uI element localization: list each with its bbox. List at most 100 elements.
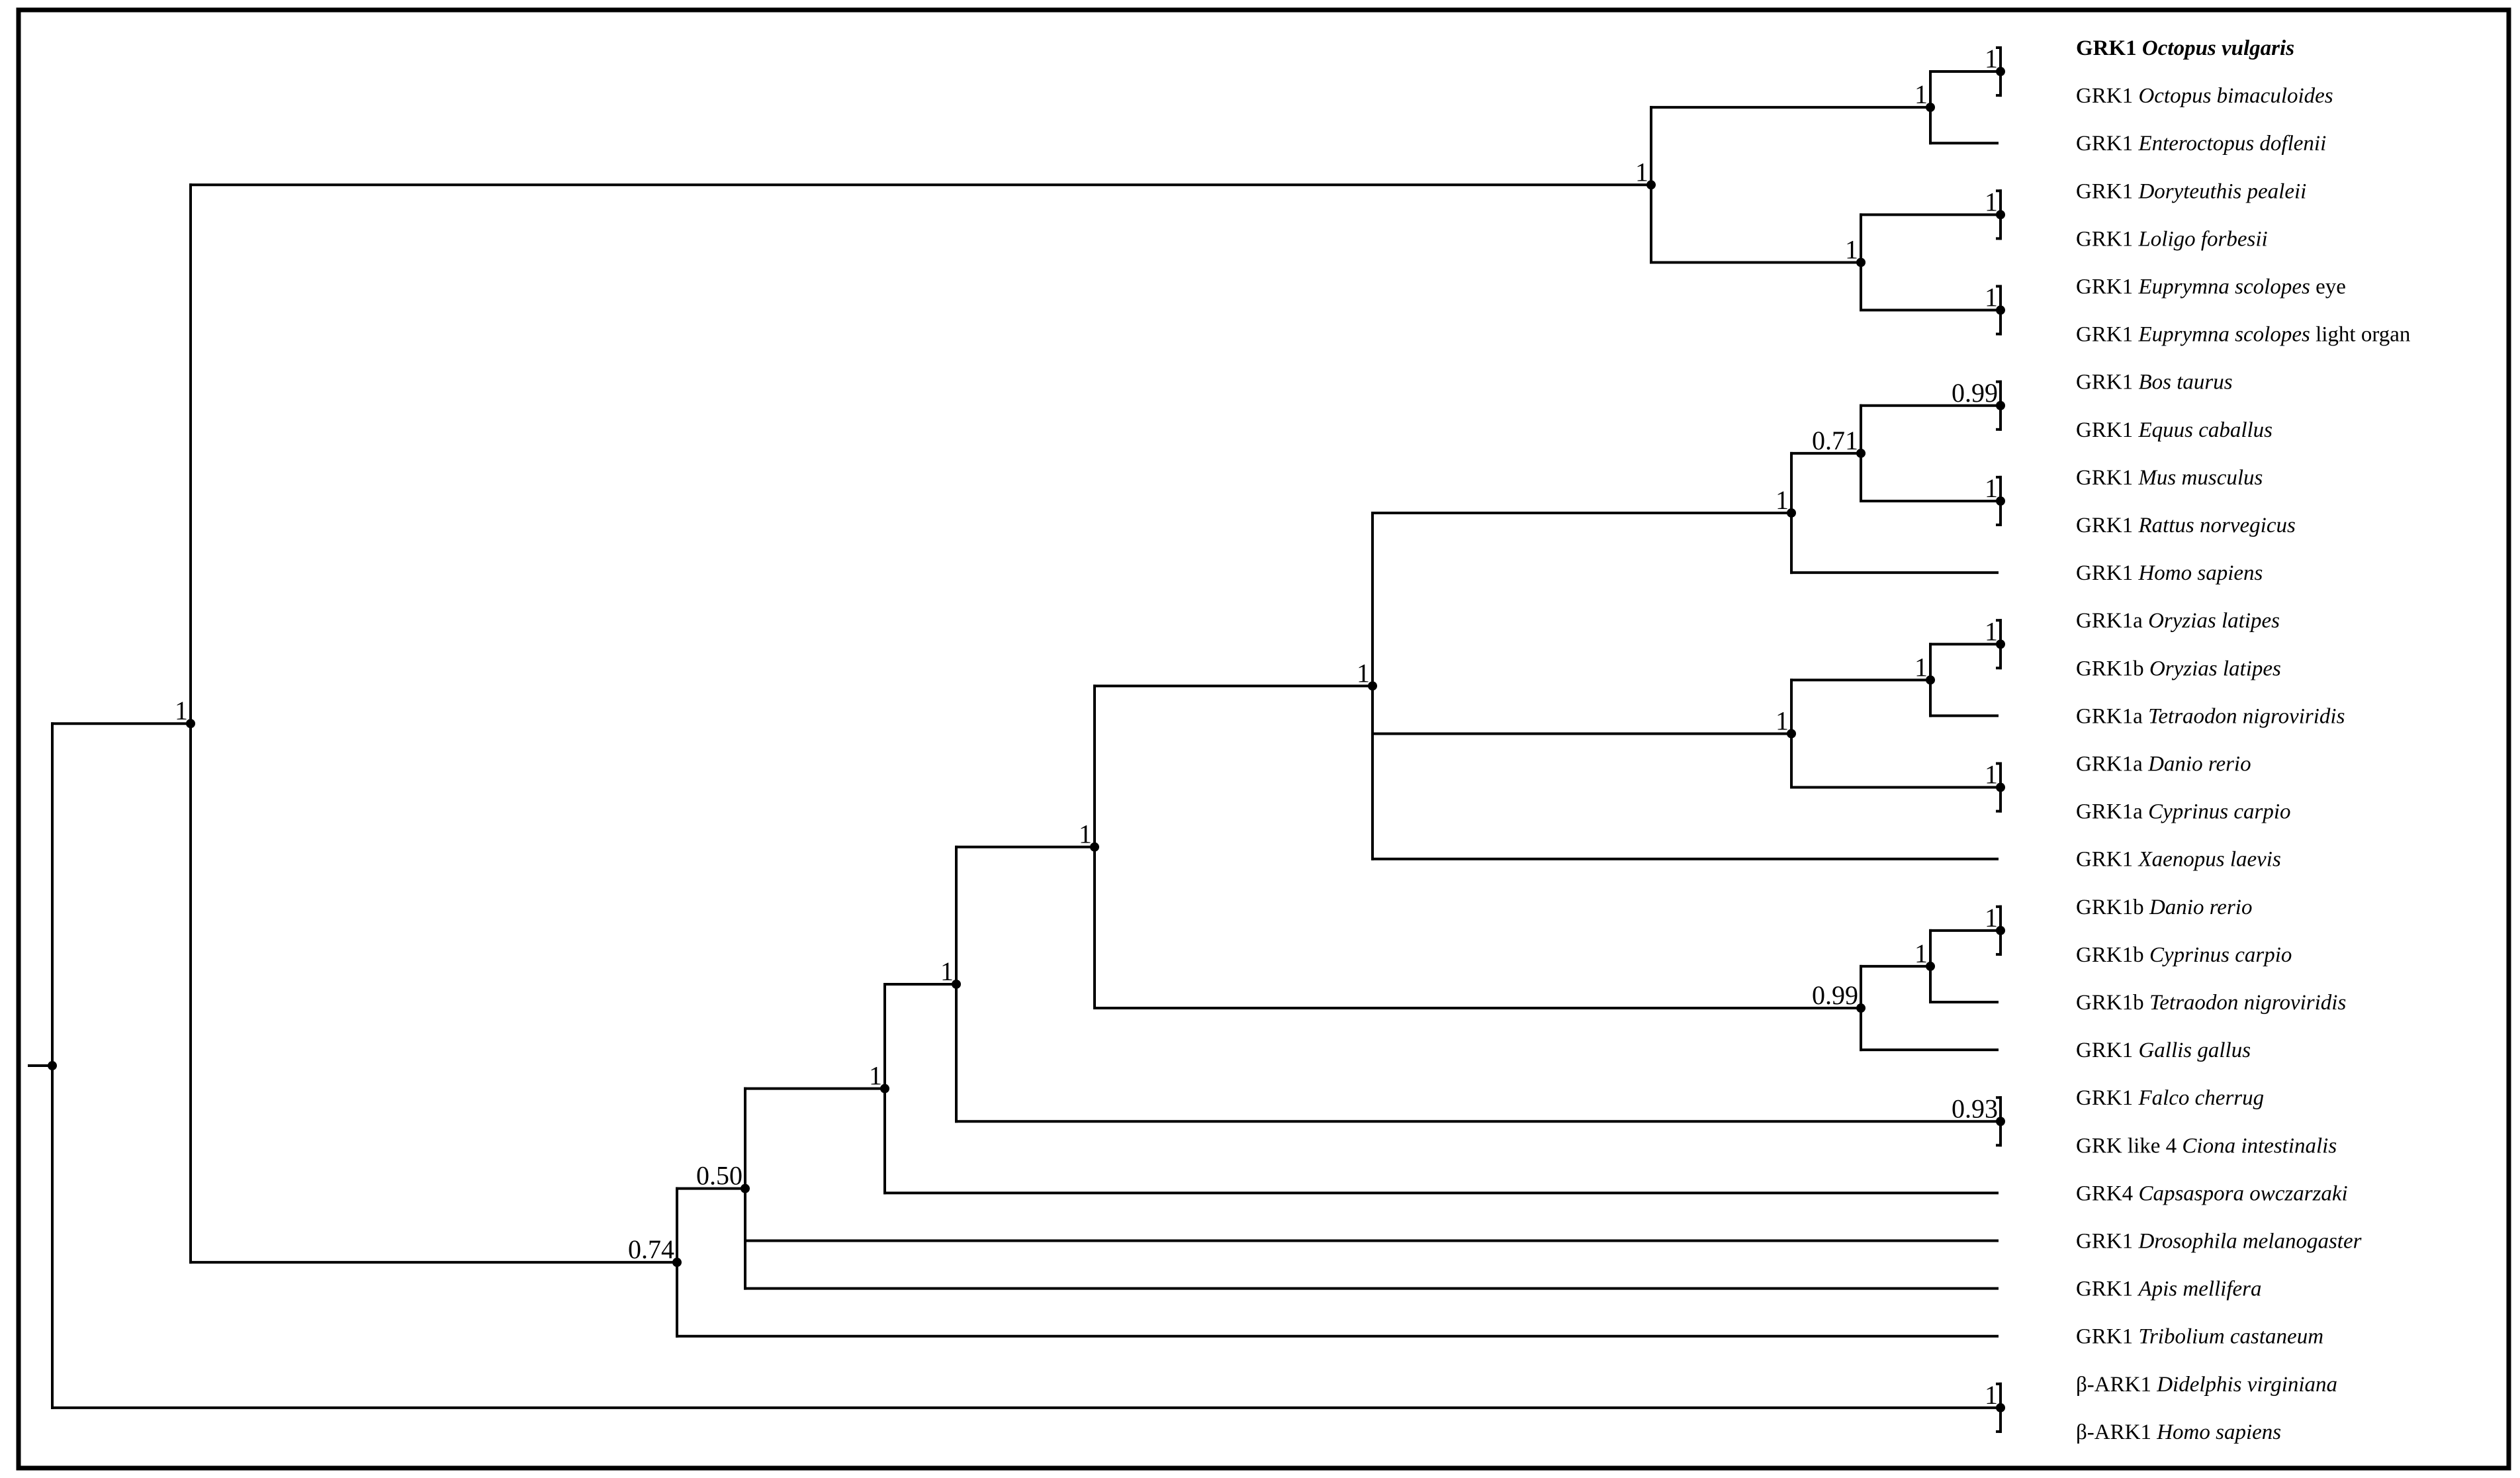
- leaf-gene-name: GRK1: [2076, 848, 2138, 872]
- leaf-gene-name: GRK1b: [2076, 896, 2149, 919]
- leaf-label: GRK1 Octopus bimaculoides: [2076, 84, 2333, 108]
- support-value-vert: 1: [1079, 819, 1092, 849]
- leaf-gene-name: GRK1: [2076, 371, 2138, 394]
- leaf-species-name: Rattus norvegicus: [2138, 514, 2295, 537]
- node-dot-vertx: [952, 979, 961, 989]
- leaf-label: GRK1b Oryzias latipes: [2076, 657, 2281, 680]
- support-value-vertx: 1: [940, 956, 954, 986]
- leaf-species-name: Loligo forbesii: [2138, 227, 2267, 251]
- leaf-species-name: Gallis gallus: [2138, 1039, 2251, 1062]
- leaf-label: GRK1b Cyprinus carpio: [2076, 943, 2292, 967]
- leaf-gene-name: GRK4: [2076, 1181, 2138, 1205]
- leaf-species-name: Equus caballus: [2138, 418, 2272, 442]
- leaf-gene-name: GRK1: [2076, 227, 2138, 251]
- leaf-gene-name: GRK1a: [2076, 609, 2148, 633]
- leaf-gene-name: GRK1: [2076, 323, 2138, 347]
- leaf-gene-name: GRK1: [2076, 1277, 2138, 1301]
- leaf-label: GRK1a Oryzias latipes: [2076, 609, 2280, 633]
- node-dot-main: [186, 719, 195, 729]
- leaf-gene-name: GRK1b: [2076, 991, 2149, 1015]
- node-dot-fishb: [1926, 961, 1935, 971]
- leaf-label: GRK1 Bos taurus: [2076, 371, 2233, 394]
- support-value-main: 1: [175, 696, 188, 725]
- leaf-species-name: Euprymna scolopes: [2138, 275, 2310, 299]
- node-dot-decap: [1856, 257, 1866, 267]
- leaf-species-name: Tetraodon nigroviridis: [2149, 991, 2346, 1015]
- leaf-label: GRK1 Xaenopus laevis: [2076, 848, 2281, 872]
- leaf-label: GRK1 Doryteuthis pealeii: [2076, 179, 2306, 203]
- support-value-fishb: 1: [1914, 939, 1928, 968]
- leaf-label: GRK1a Tetraodon nigroviridis: [2076, 704, 2345, 728]
- node-dot-trib: [672, 1258, 682, 1268]
- support-value-tetra: 1: [1357, 658, 1370, 688]
- leaf-gene-name: GRK1: [2076, 275, 2138, 299]
- leaf-species-name: Oryzias latipes: [2149, 657, 2281, 680]
- leaf-species-name: Xaenopus laevis: [2137, 848, 2280, 872]
- leaf-gene-name: GRK1b: [2076, 657, 2149, 680]
- leaf-label: GRK1 Drosophila melanogaster: [2076, 1230, 2362, 1254]
- leaf-gene-name: GRK1: [2076, 418, 2138, 442]
- leaf-species-name: Cyprinus carpio: [2148, 800, 2290, 824]
- leaf-gene-name: GRK1a: [2076, 753, 2148, 776]
- support-value-fisha: 1: [1776, 706, 1789, 735]
- node-dot-tetra: [1368, 681, 1377, 691]
- leaf-species-name: Homo sapiens: [2138, 561, 2263, 585]
- leaf-species-name: Drosophila melanogaster: [2138, 1230, 2361, 1254]
- node-dot-eupry: [1996, 305, 2005, 315]
- leaf-label: GRK like 4 Ciona intestinalis: [2076, 1134, 2337, 1158]
- leaf-gene-name: GRK1a: [2076, 704, 2148, 728]
- node-dot-falcio: [1996, 1117, 2005, 1127]
- leaf-species-name: Mus musculus: [2138, 466, 2263, 490]
- support-value-bosequ: 0.99: [1952, 378, 1998, 408]
- leaf-label: GRK4 Capsaspora owczarzaki: [2076, 1181, 2348, 1205]
- leaf-label: β-ARK1 Didelphis virginiana: [2076, 1373, 2337, 1397]
- node-dot-cepha: [1646, 180, 1656, 190]
- leaf-gene-name: GRK1: [2076, 514, 2138, 537]
- support-value-oryz: 1: [1985, 616, 1998, 646]
- support-value-eupry: 1: [1985, 283, 1998, 312]
- leaf-gene-name: GRK1: [2076, 132, 2138, 156]
- node-dot-fisha: [1787, 729, 1796, 739]
- support-values: 1 1 1 1 1 1 0.99 1 0.71 1 1 1 1 1 1 1 1 0.99 1 0.93 1 1 0.50 0.…: [175, 44, 1998, 1410]
- support-value-bark: 1: [1985, 1380, 1998, 1410]
- leaf-label: GRK1 Rattus norvegicus: [2076, 514, 2296, 537]
- node-dot-rodent: [1996, 496, 2005, 506]
- leaf-gene-name: GRK1: [2076, 1325, 2138, 1349]
- leaf-species-name: Euprymna scolopes: [2138, 323, 2310, 347]
- support-value-octo3: 1: [1914, 79, 1928, 109]
- leaf-gene-name: GRK1: [2076, 1086, 2138, 1110]
- leaf-label: GRK1b Danio rerio: [2076, 896, 2252, 919]
- leaf-species-name: Apis mellifera: [2137, 1277, 2261, 1301]
- leaf-gene-name: β-ARK1: [2076, 1373, 2157, 1397]
- node-dot-oryz: [1996, 639, 2005, 649]
- node-dot-caps: [880, 1084, 889, 1093]
- leaf-label: GRK1 Apis mellifera: [2076, 1277, 2262, 1301]
- node-dot-mamm4: [1856, 448, 1866, 458]
- support-value-insect: 0.50: [696, 1161, 742, 1191]
- node-dot-cypa: [1996, 782, 2005, 792]
- leaf-species-name: Enteroctopus doflenii: [2138, 132, 2326, 156]
- leaf-species-name: Falco cherrug: [2138, 1086, 2264, 1110]
- leaf-label: GRK1 Gallis gallus: [2076, 1039, 2251, 1062]
- support-value-trib: 0.74: [628, 1234, 674, 1264]
- leaf-species-name: Danio rerio: [2149, 896, 2253, 919]
- support-value-cepha: 1: [1635, 157, 1648, 187]
- leaf-label: GRK1 Tribolium castaneum: [2076, 1325, 2323, 1349]
- leaf-label: GRK1 Euprymna scolopes light organ: [2076, 323, 2410, 347]
- node-dot-oryzt: [1926, 675, 1935, 685]
- leaf-gene-name: GRK1: [2076, 1230, 2138, 1254]
- leaf-label: GRK1 Octopus vulgaris: [2076, 36, 2294, 60]
- support-value-falcio: 0.93: [1952, 1093, 1998, 1123]
- node-dot-root: [48, 1061, 57, 1071]
- support-value-cypa: 1: [1985, 760, 1998, 790]
- leaf-species-name: Oryzias latipes: [2148, 609, 2280, 633]
- leaf-tissue-suffix: light organ: [2310, 323, 2411, 347]
- leaf-species-name: Didelphis virginiana: [2156, 1373, 2337, 1397]
- support-value-caps: 1: [869, 1061, 882, 1091]
- node-dot-cypb: [1996, 925, 2005, 935]
- node-dot-fishbg: [1856, 1003, 1866, 1013]
- leaf-gene-name: GRK1: [2076, 1039, 2138, 1062]
- leaf-gene-name: GRK1: [2076, 36, 2142, 60]
- leaf-species-name: Capsaspora owczarzaki: [2138, 1181, 2347, 1205]
- leaf-gene-name: GRK like 4: [2076, 1134, 2182, 1158]
